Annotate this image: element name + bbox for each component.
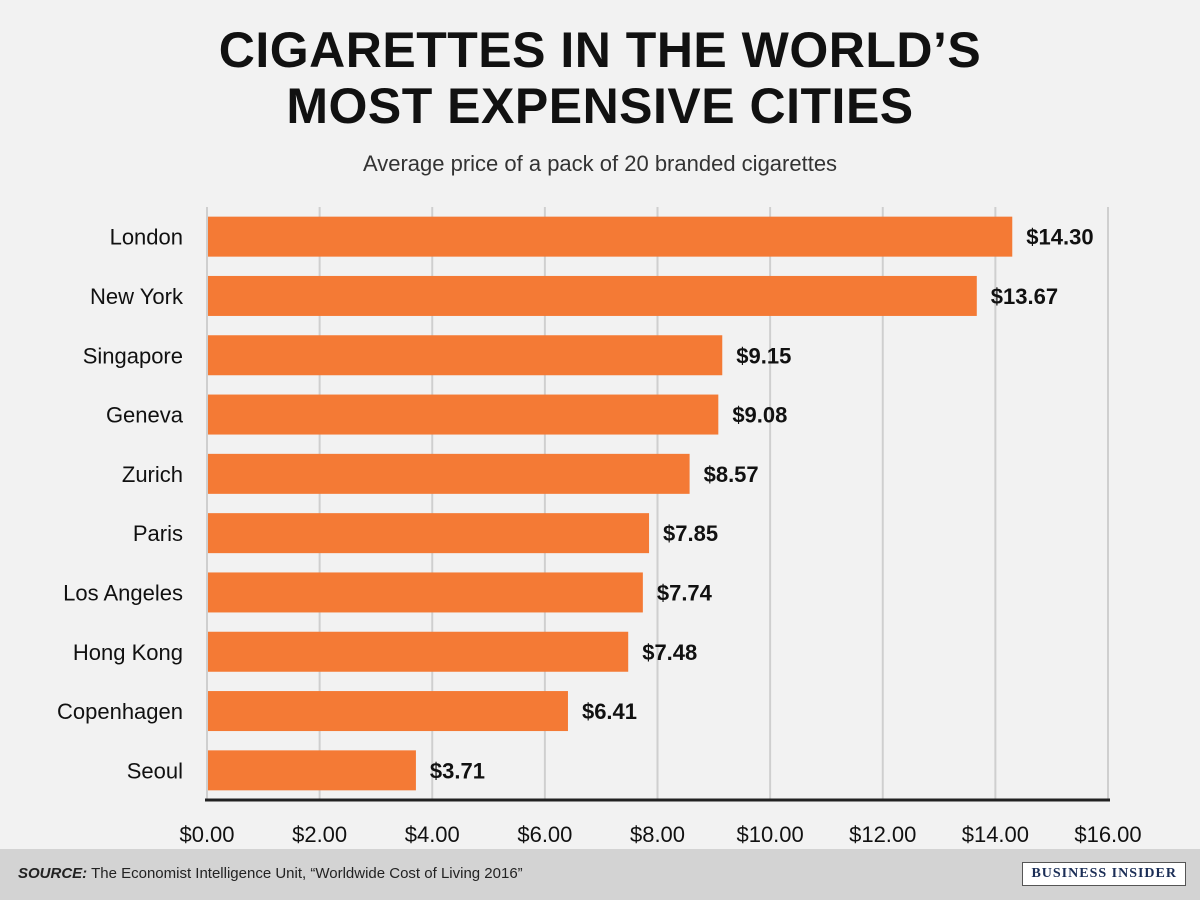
bar-chart: London $14.30 New York $13.67 Singapore $9.15… [57,207,1142,847]
bar [207,453,690,494]
bar [207,631,629,672]
x-tick-label: $6.00 [517,822,572,847]
category-label: Hong Kong [73,640,183,665]
category-label: Zurich [122,462,183,487]
x-axis: $0.00 $2.00 $4.00 $6.00 $8.00 $10.00 $12.00 $14… [179,207,1142,847]
category-label: New York [90,284,184,309]
category-label: Geneva [106,403,184,428]
x-tick-label: $12.00 [849,822,916,847]
x-tick-label: $4.00 [405,822,460,847]
source-text: The Economist Intelligence Unit, “Worldw… [91,865,523,882]
chart-title-line-2: MOST EXPENSIVE CITIES [286,78,914,134]
business-insider-logo: BUSINESS INSIDER [1022,862,1186,886]
x-tick-label: $16.00 [1074,822,1141,847]
value-label: $7.48 [642,640,697,665]
value-label: $7.74 [657,580,713,605]
category-label: Los Angeles [63,580,183,605]
x-tick-label: $2.00 [292,822,347,847]
bar [207,275,977,316]
category-label: Paris [133,521,183,546]
value-label: $13.67 [991,284,1058,309]
bars: London $14.30 New York $13.67 Singapore $9.15… [57,216,1094,791]
value-label: $7.85 [663,521,718,546]
bar [207,513,650,554]
x-tick-label: $8.00 [630,822,685,847]
bar [207,394,719,435]
chart-title: CIGARETTES IN THE WORLD’S MOST EXPENSIVE… [0,22,1200,134]
bar [207,750,416,791]
source-note: SOURCE: The Economist Intelligence Unit,… [18,865,523,882]
bar [207,335,723,376]
bar [207,216,1013,257]
value-label: $6.41 [582,699,637,724]
x-tick-label: $10.00 [736,822,803,847]
x-tick-label: $0.00 [179,822,234,847]
chart-subtitle: Average price of a pack of 20 branded ci… [362,151,838,176]
category-label: Copenhagen [57,699,183,724]
value-label: $9.08 [732,403,787,428]
value-label: $9.15 [736,343,791,368]
category-label: Singapore [83,343,183,368]
bar [207,691,568,732]
source-label: SOURCE: [18,865,88,882]
footer: SOURCE: The Economist Intelligence Unit,… [0,849,1200,900]
category-label: London [110,225,183,250]
category-label: Seoul [127,758,183,783]
value-label: $8.57 [704,462,759,487]
value-label: $14.30 [1026,225,1093,250]
value-label: $3.71 [430,758,485,783]
x-tick-label: $14.00 [962,822,1029,847]
bar [207,572,643,613]
chart-title-line-1: CIGARETTES IN THE WORLD’S [218,22,982,78]
